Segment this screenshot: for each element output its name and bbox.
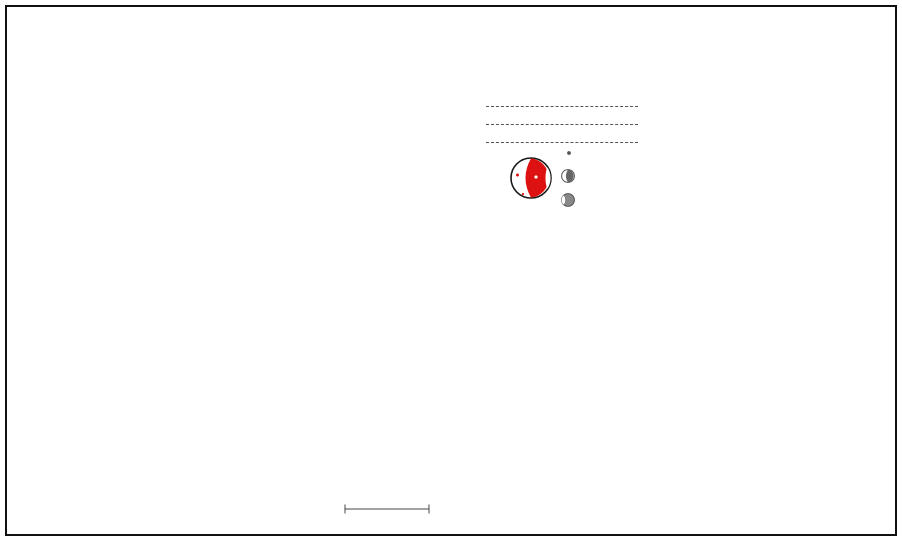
iso-icon (567, 151, 571, 155)
best-fit-solution-panel (486, 20, 656, 215)
time-scalebar (344, 504, 430, 514)
focal-mechanism-beachball (510, 157, 552, 199)
station-epicenter-map (640, 214, 902, 524)
table-divider (486, 142, 638, 143)
dc-icon (561, 169, 575, 183)
table-divider (486, 124, 638, 125)
misfit-reduction-chart (640, 48, 902, 214)
table-divider (486, 106, 638, 107)
clvd-icon (561, 193, 575, 207)
